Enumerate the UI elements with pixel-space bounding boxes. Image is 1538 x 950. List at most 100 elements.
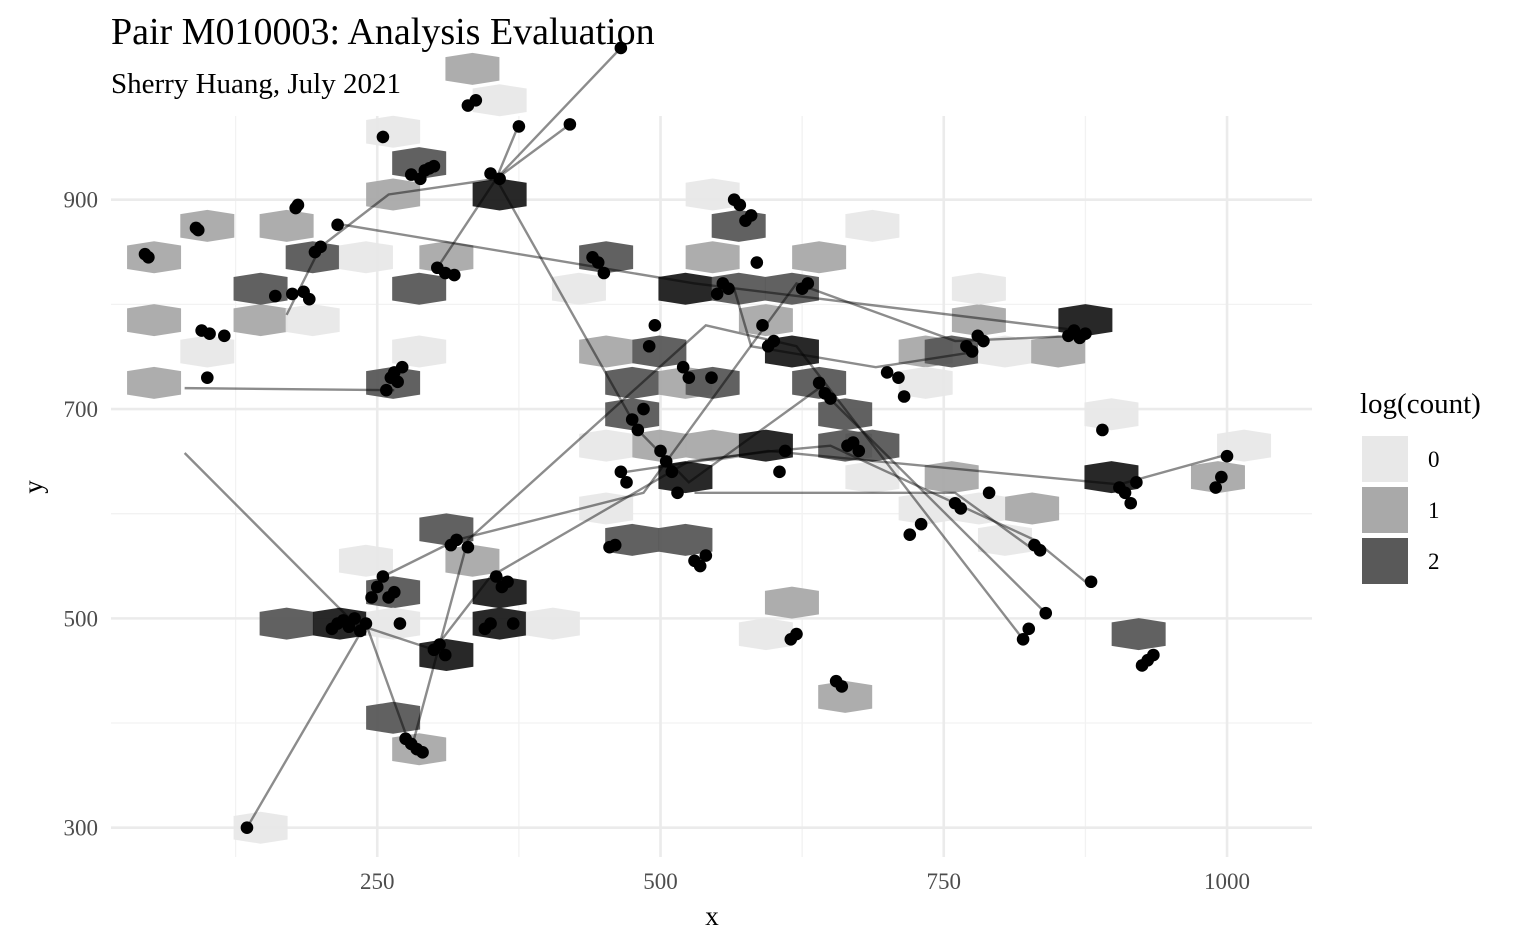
- hexbin-cell: [472, 178, 527, 211]
- y-tick-label: 700: [64, 397, 99, 422]
- hexbin-cell: [764, 586, 819, 619]
- y-tick-label: 900: [64, 188, 99, 213]
- data-point: [1084, 575, 1098, 589]
- hexbin-layer: [127, 52, 1272, 844]
- data-point: [625, 413, 639, 426]
- data-point: [387, 585, 401, 599]
- legend: log(count) 0 1 2: [1360, 388, 1481, 584]
- hexbin-cell: [579, 492, 634, 525]
- hexbin-cell: [685, 241, 740, 274]
- hexbin-cell: [366, 607, 421, 640]
- data-point: [1033, 544, 1047, 557]
- data-point: [671, 486, 684, 500]
- hexbin-cell: [1031, 335, 1086, 368]
- data-point: [1124, 496, 1138, 510]
- data-point: [642, 339, 656, 353]
- data-point: [756, 319, 769, 332]
- hexbin-cell: [898, 366, 953, 399]
- data-point: [801, 277, 815, 290]
- data-point: [461, 540, 475, 554]
- hexbin-cell: [845, 461, 900, 494]
- data-point: [501, 575, 514, 589]
- data-point: [240, 821, 254, 834]
- data-point: [733, 198, 747, 212]
- data-point: [965, 345, 979, 358]
- data-point: [676, 360, 690, 374]
- x-tick-label: 250: [360, 869, 395, 894]
- chart-subtitle: Sherry Huang, July 2021: [111, 68, 401, 100]
- hexbin-cell: [338, 544, 393, 577]
- path-line: [285, 123, 571, 316]
- data-point: [614, 41, 628, 55]
- data-point: [982, 486, 996, 500]
- hexbin-cell: [472, 84, 527, 117]
- hexbin-cell: [818, 398, 873, 431]
- data-point: [1215, 470, 1228, 484]
- data-point: [750, 256, 764, 269]
- data-point: [1079, 327, 1092, 340]
- hexbin-cell: [127, 304, 182, 337]
- data-point: [438, 648, 452, 662]
- hexbin-cell: [1084, 398, 1139, 431]
- x-tick-label: 750: [927, 869, 962, 894]
- hexbin-cell: [818, 680, 873, 713]
- hexbin-cell: [1084, 461, 1139, 494]
- legend-label: 1: [1428, 498, 1440, 523]
- data-point: [597, 266, 611, 280]
- hexbin-cell: [898, 492, 953, 525]
- hexbin-cell: [445, 52, 500, 85]
- path-line: [337, 222, 1080, 332]
- hexbin-cell: [419, 513, 474, 546]
- data-point: [1022, 622, 1036, 636]
- data-point: [852, 444, 866, 458]
- y-tick-label: 300: [64, 816, 99, 841]
- data-point: [285, 287, 299, 301]
- path-line: [733, 288, 978, 369]
- y-tick-label: 500: [64, 606, 99, 631]
- hexbin-cell: [392, 335, 447, 368]
- hexbin-cell: [685, 429, 740, 462]
- hexbin-cell: [366, 701, 421, 734]
- hexbin-cell: [233, 304, 288, 337]
- data-point: [191, 223, 205, 237]
- data-point: [563, 118, 577, 131]
- hexbin-cell: [845, 209, 900, 242]
- data-point: [391, 375, 404, 389]
- hexbin-cell: [685, 178, 740, 211]
- legend-swatch: [1362, 487, 1408, 533]
- data-point: [693, 559, 707, 573]
- data-point: [880, 366, 894, 379]
- data-point: [835, 680, 849, 693]
- data-point: [659, 455, 673, 468]
- hexbin-cell: [951, 492, 1006, 525]
- legend-title: log(count): [1360, 388, 1481, 420]
- hexbin-cell: [1005, 492, 1060, 525]
- data-point: [892, 371, 905, 384]
- legend-entries: 0 1 2: [1362, 436, 1440, 584]
- data-point: [1147, 648, 1160, 662]
- data-point: [790, 627, 803, 641]
- hexbin-cell: [977, 335, 1032, 368]
- data-point: [1118, 486, 1132, 500]
- legend-label: 0: [1428, 447, 1440, 472]
- path-line: [495, 47, 622, 180]
- hexbin-cell: [658, 523, 713, 556]
- data-point: [903, 528, 917, 541]
- data-point: [493, 172, 506, 186]
- data-point: [744, 209, 758, 222]
- data-point: [705, 371, 718, 384]
- data-point: [512, 120, 526, 133]
- data-point: [637, 402, 650, 416]
- hexbin-cell: [180, 209, 235, 242]
- hexbin-cell: [525, 607, 580, 640]
- data-point: [370, 580, 384, 594]
- data-point: [1220, 449, 1234, 463]
- data-point: [376, 130, 390, 144]
- hexbin-cell: [127, 366, 182, 399]
- hexbin-cell: [605, 366, 660, 399]
- data-point: [506, 617, 520, 630]
- data-point: [631, 423, 645, 437]
- data-point: [1130, 476, 1143, 489]
- data-point: [433, 638, 446, 651]
